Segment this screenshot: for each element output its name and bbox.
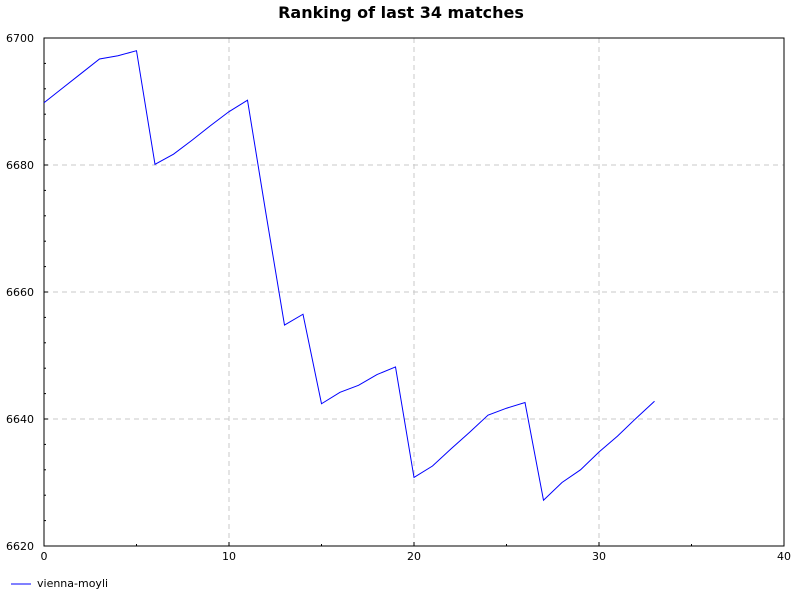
- x-tick-label: 20: [407, 550, 421, 563]
- y-tick-label: 6640: [6, 413, 34, 426]
- series-layer: [43, 50, 655, 502]
- x-tick-label: 10: [222, 550, 236, 563]
- axes: 0 10 20 30 40 6620 6640 6660 6680 6700: [6, 32, 791, 563]
- y-tick-label: 6660: [6, 286, 34, 299]
- legend: vienna-moyli: [11, 577, 108, 590]
- y-tick-label: 6700: [6, 32, 34, 45]
- x-tick-label: 0: [41, 550, 48, 563]
- grid-lines: [44, 38, 784, 546]
- x-tick-label: 40: [777, 550, 791, 563]
- x-tick-label: 30: [592, 550, 606, 563]
- y-tick-label: 6620: [6, 540, 34, 553]
- y-tick-label: 6680: [6, 159, 34, 172]
- legend-label-vienna-moyli: vienna-moyli: [37, 577, 108, 590]
- chart-title: Ranking of last 34 matches: [278, 3, 524, 22]
- series-line-vienna-moyli: [43, 50, 655, 502]
